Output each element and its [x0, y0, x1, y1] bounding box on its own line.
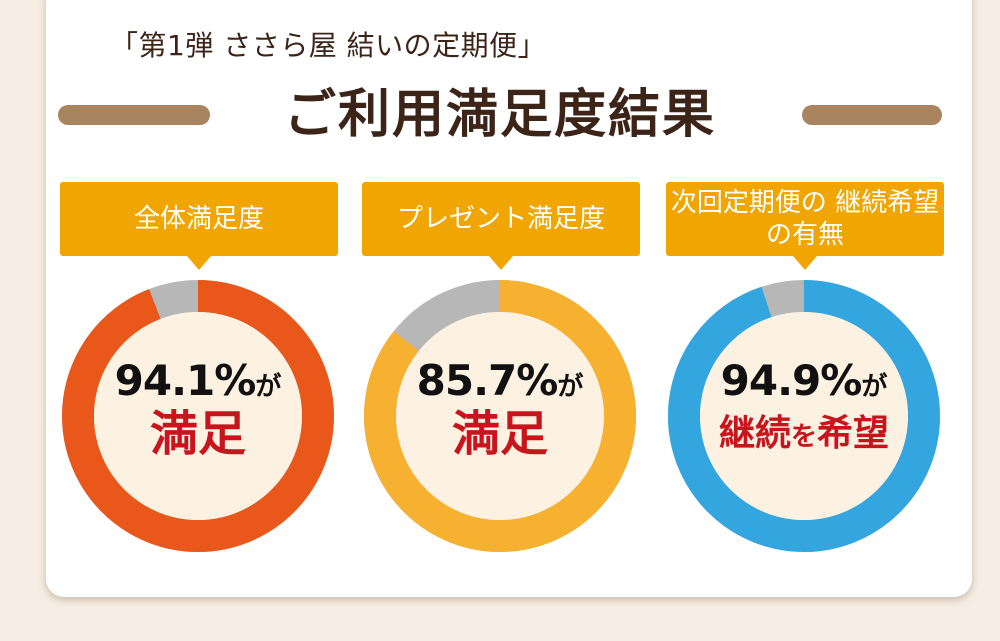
continuation-wish-donut: 94.9%が 継続を希望	[668, 280, 940, 552]
label-pointer	[187, 256, 211, 270]
continuation-word-a: 継続	[718, 413, 791, 454]
present-satisfaction-percent: 85.7%	[416, 356, 559, 405]
continuation-word-b: 希望	[817, 413, 890, 454]
overall-satisfaction-label-text: 全体満足度	[133, 204, 264, 234]
title-rule-right	[802, 105, 942, 125]
overall-satisfaction-particle: が	[255, 372, 282, 402]
present-satisfaction-word: 満足	[451, 406, 548, 462]
value-segment	[62, 280, 334, 552]
donut-center-fill	[94, 312, 302, 520]
value-segment	[364, 280, 636, 552]
donut-center-fill	[396, 312, 604, 520]
value-segment	[668, 280, 940, 552]
overall-satisfaction-center: 94.1%が 満足	[98, 356, 298, 463]
continuation-wish-word: 継続を希望	[704, 405, 904, 466]
overall-satisfaction-ring	[62, 280, 334, 552]
present-satisfaction-ring	[364, 280, 636, 552]
overall-satisfaction-percent: 94.1%	[114, 356, 257, 405]
label-pointer	[489, 256, 513, 270]
present-satisfaction-label: プレゼント満足度	[362, 182, 640, 270]
title-rule-left	[58, 105, 210, 125]
present-satisfaction-center: 85.7%が 満足	[400, 356, 600, 463]
continuation-wish-label-text: 次回定期便の 継続希望の有無	[670, 188, 940, 250]
present-satisfaction-label-text: プレゼント満足度	[396, 204, 605, 234]
label-pointer	[793, 256, 817, 270]
overall-satisfaction-donut: 94.1%が 満足	[62, 280, 334, 552]
continuation-wish-center: 94.9%が 継続を希望	[704, 356, 904, 466]
donut-center-fill	[700, 312, 908, 520]
continuation-wish-percent: 94.9%	[720, 356, 863, 405]
present-satisfaction-particle: が	[557, 372, 584, 402]
overall-satisfaction-label: 全体満足度	[60, 182, 338, 270]
continuation-word-particle: を	[790, 422, 817, 452]
overall-satisfaction-word: 満足	[149, 406, 246, 462]
continuation-wish-label: 次回定期便の 継続希望の有無	[666, 182, 944, 270]
page-title: ご利用満足度結果	[283, 85, 716, 145]
present-satisfaction-donut: 85.7%が 満足	[364, 280, 636, 552]
continuation-wish-particle: が	[861, 372, 888, 402]
continuation-wish-ring	[668, 280, 940, 552]
campaign-subtitle: 「第1弾 ささら屋 結いの定期便」	[110, 29, 547, 62]
